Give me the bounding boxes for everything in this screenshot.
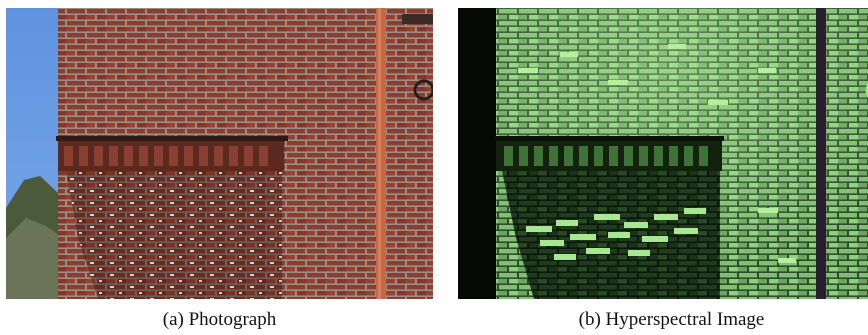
photograph-caption: (a) Photograph	[162, 309, 277, 330]
hyperspectral-caption: (b) Hyperspectral Image	[578, 309, 765, 330]
photograph-panel	[6, 8, 433, 299]
hyperspectral-panel	[458, 8, 868, 299]
brick-building-photograph	[6, 8, 433, 299]
brick-building-hyperspectral	[458, 8, 868, 299]
